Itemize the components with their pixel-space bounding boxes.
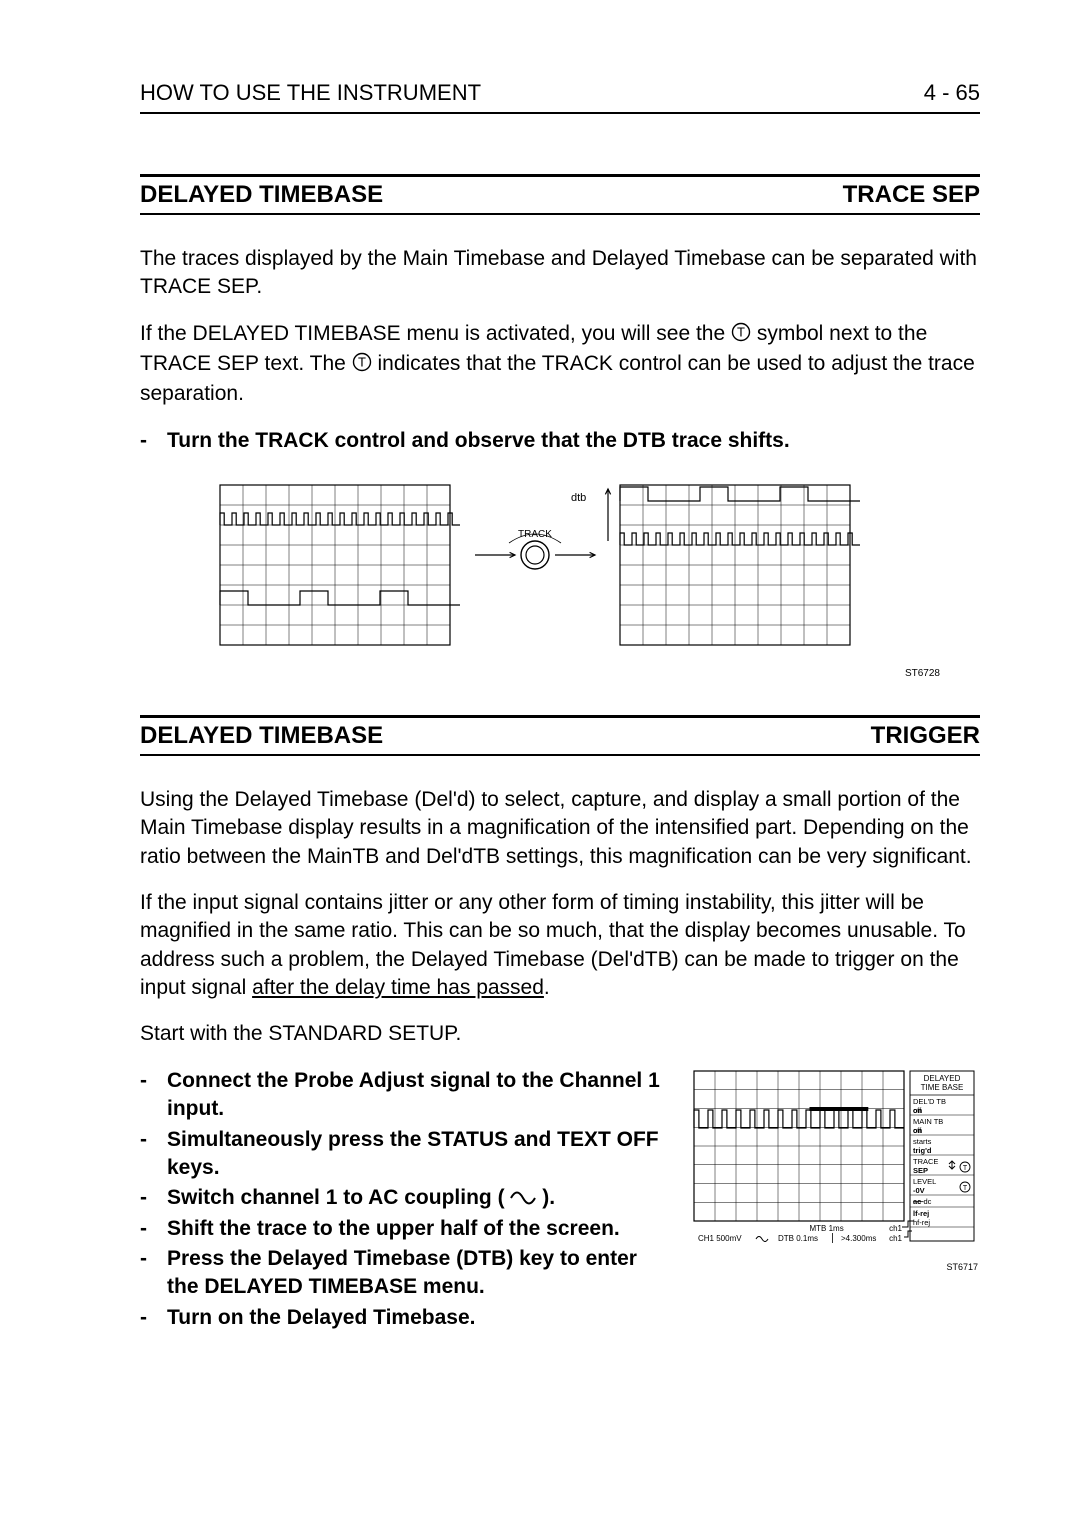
- bullet-text: Connect the Probe Adjust signal to the C…: [167, 1067, 660, 1124]
- bullet-dash: -: [140, 1126, 147, 1183]
- svg-text:ch1: ch1: [889, 1234, 902, 1243]
- section2-para2: If the input signal contains jitter or a…: [140, 889, 980, 1002]
- circled-t-icon: T: [731, 322, 751, 350]
- section2-header: DELAYED TIMEBASE TRIGGER: [140, 715, 980, 756]
- section2-para2-u: after the delay time has passed: [252, 976, 544, 999]
- svg-text:starts: starts: [913, 1137, 932, 1146]
- section1-bullets: - Turn the TRACK control and observe tha…: [140, 427, 980, 455]
- list-item: - Connect the Probe Adjust signal to the…: [140, 1067, 660, 1124]
- list-item: - Shift the trace to the upper half of t…: [140, 1215, 660, 1243]
- svg-text:ac dc: ac dc: [913, 1197, 932, 1206]
- svg-text:T: T: [737, 324, 745, 339]
- section2-title-left: DELAYED TIMEBASE: [140, 722, 383, 750]
- section1-header: DELAYED TIMEBASE TRACE SEP: [140, 174, 980, 215]
- section2-para3: Start with the STANDARD SETUP.: [140, 1020, 980, 1048]
- section1-para-b-pre: If the DELAYED TIMEBASE menu is activate…: [140, 322, 731, 345]
- svg-text:lf-rej: lf-rej: [913, 1209, 929, 1218]
- svg-text:LEVEL: LEVEL: [913, 1177, 936, 1186]
- svg-text:TRACK: TRACK: [518, 529, 552, 540]
- bullet-dash: -: [140, 1245, 147, 1302]
- figure-trace-sep-svg: dtb TRACK: [210, 475, 910, 665]
- section2-body: - Connect the Probe Adjust signal to the…: [140, 1067, 980, 1334]
- svg-text:DELAYED: DELAYED: [924, 1074, 961, 1083]
- section1-title-right: TRACE SEP: [843, 181, 980, 209]
- bullet-text: Turn the TRACK control and observe that …: [167, 427, 790, 455]
- bullet-text: Switch channel 1 to AC coupling ( ).: [167, 1184, 555, 1212]
- bullet-text-post: ).: [542, 1186, 555, 1209]
- section1-para-a: The traces displayed by the Main Timebas…: [140, 245, 980, 302]
- svg-text:hf-rej: hf-rej: [913, 1218, 930, 1227]
- figure-id: ST6717: [946, 1262, 978, 1272]
- section2-para1: Using the Delayed Timebase (Del'd) to se…: [140, 786, 980, 871]
- list-item: - Simultaneously press the STATUS and TE…: [140, 1126, 660, 1183]
- svg-text:CH1 500mV: CH1 500mV: [698, 1234, 742, 1243]
- section2-para2-post: .: [544, 976, 550, 999]
- svg-text:SEP: SEP: [913, 1166, 928, 1175]
- section1-title-left: DELAYED TIMEBASE: [140, 181, 383, 209]
- svg-text:off: off: [913, 1126, 922, 1135]
- bullet-dash: -: [140, 1067, 147, 1124]
- svg-text:MAIN TB: MAIN TB: [913, 1117, 943, 1126]
- svg-text:DTB 0.1ms: DTB 0.1ms: [778, 1234, 818, 1243]
- list-item: - Press the Delayed Timebase (DTB) key t…: [140, 1245, 660, 1302]
- svg-text:T: T: [963, 1165, 968, 1172]
- svg-text:TRACE: TRACE: [913, 1157, 938, 1166]
- top-header: HOW TO USE THE INSTRUMENT 4 - 65: [140, 80, 980, 114]
- ac-sine-icon: [510, 1186, 542, 1209]
- figure-trace-sep: dtbTRACK ST6728: [140, 475, 980, 665]
- bullet-text-pre: Switch channel 1 to AC coupling (: [167, 1186, 505, 1209]
- svg-text:trig'd: trig'd: [913, 1146, 932, 1155]
- svg-text:T: T: [963, 1185, 968, 1192]
- svg-text:TIME BASE: TIME BASE: [921, 1083, 964, 1092]
- bullet-text: Shift the trace to the upper half of the…: [167, 1215, 620, 1243]
- svg-text:T: T: [358, 355, 366, 370]
- bullet-text: Simultaneously press the STATUS and TEXT…: [167, 1126, 660, 1183]
- header-right: 4 - 65: [924, 80, 980, 106]
- list-item: - Turn on the Delayed Timebase.: [140, 1304, 660, 1332]
- bullet-text: Turn on the Delayed Timebase.: [167, 1304, 475, 1332]
- section2-bullets: - Connect the Probe Adjust signal to the…: [140, 1067, 660, 1334]
- circled-t-icon: T: [352, 352, 372, 380]
- figure-id: ST6728: [905, 668, 940, 679]
- section2-title-right: TRIGGER: [871, 722, 980, 750]
- svg-text:-0V: -0V: [913, 1186, 925, 1195]
- svg-text:off: off: [913, 1106, 922, 1115]
- list-item: - Switch channel 1 to AC coupling ( ).: [140, 1184, 660, 1212]
- header-left: HOW TO USE THE INSTRUMENT: [140, 80, 481, 106]
- svg-text:DEL'D TB: DEL'D TB: [913, 1097, 946, 1106]
- bullet-dash: -: [140, 427, 147, 455]
- list-item: - Turn the TRACK control and observe tha…: [140, 427, 980, 455]
- bullet-dash: -: [140, 1215, 147, 1243]
- bullet-text: Press the Delayed Timebase (DTB) key to …: [167, 1245, 660, 1302]
- bullet-dash: -: [140, 1304, 147, 1332]
- svg-text:>4.300ms: >4.300ms: [841, 1234, 876, 1243]
- figure-trigger: MTB 1ms ch1 CH1 500mV DTB 0.1ms >4.300ms ch1 D…: [690, 1067, 980, 1262]
- svg-text:ch1: ch1: [889, 1224, 902, 1233]
- figure-trigger-svg: MTB 1ms ch1 CH1 500mV DTB 0.1ms >4.300ms ch1 D…: [690, 1067, 980, 1257]
- section1-para-b: If the DELAYED TIMEBASE menu is activate…: [140, 320, 980, 409]
- bullet-dash: -: [140, 1184, 147, 1212]
- svg-text:dtb: dtb: [571, 492, 586, 504]
- svg-text:MTB 1ms: MTB 1ms: [810, 1224, 844, 1233]
